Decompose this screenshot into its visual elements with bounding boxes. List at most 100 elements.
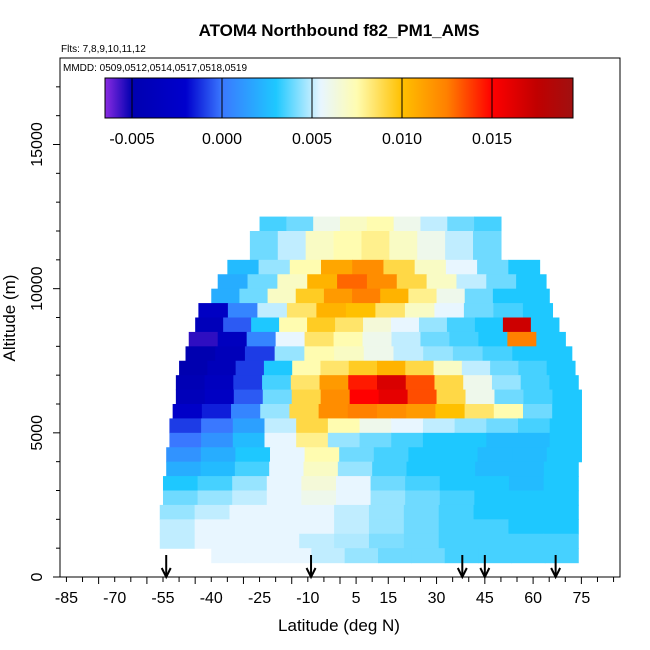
heatmap-cell bbox=[508, 519, 544, 535]
heatmap-cell bbox=[211, 288, 241, 304]
heatmap-cell bbox=[445, 259, 478, 275]
heatmap-cell bbox=[279, 317, 308, 333]
heatmap-cell bbox=[277, 231, 307, 261]
heatmap-cell bbox=[247, 274, 278, 290]
heatmap-cell bbox=[352, 259, 385, 275]
y-tick-label: 15000 bbox=[29, 122, 46, 167]
heatmap-cell bbox=[197, 490, 233, 506]
heatmap-cell bbox=[520, 375, 551, 391]
heatmap-cell bbox=[274, 346, 305, 362]
heatmap-cell bbox=[405, 476, 441, 492]
heatmap-cell bbox=[461, 360, 491, 376]
heatmap-cell bbox=[270, 447, 306, 463]
x-tick-label: 30 bbox=[428, 590, 446, 607]
heatmap-cell bbox=[204, 389, 235, 405]
heatmap-cell bbox=[452, 346, 484, 362]
heatmap-cell bbox=[246, 331, 277, 347]
heatmap-cell bbox=[446, 317, 476, 333]
x-tick-label: -55 bbox=[151, 590, 174, 607]
x-tick-label: 60 bbox=[524, 590, 542, 607]
heatmap-cell bbox=[232, 432, 266, 448]
heatmap-cell bbox=[375, 303, 406, 319]
heatmap-cell bbox=[411, 548, 446, 564]
heatmap-cell bbox=[217, 274, 249, 290]
heatmap-cell bbox=[263, 360, 293, 376]
heatmap-cell bbox=[405, 490, 441, 506]
heatmap-cell bbox=[327, 432, 361, 448]
chart-subtitle: Flts: 7,8,9,10,11,12 bbox=[61, 44, 146, 55]
heatmap-cell bbox=[370, 490, 406, 506]
colorbar-tick-label: 0.000 bbox=[202, 131, 242, 148]
heatmap-cell bbox=[436, 389, 467, 405]
heatmap-cell bbox=[543, 490, 579, 506]
heatmap-cell bbox=[323, 288, 353, 304]
heatmap-cell bbox=[403, 519, 440, 535]
heatmap-cell bbox=[313, 216, 341, 232]
heatmap-cell bbox=[335, 476, 372, 492]
heatmap-cell bbox=[175, 375, 206, 391]
heatmap-cell bbox=[516, 274, 547, 290]
heatmap-cell bbox=[464, 288, 494, 304]
heatmap-cell bbox=[405, 375, 436, 391]
heatmap-cell bbox=[264, 519, 300, 535]
heatmap-cell bbox=[549, 432, 582, 448]
x-tick-label: -25 bbox=[248, 590, 271, 607]
heatmap-cell bbox=[201, 432, 234, 448]
heatmap-cell bbox=[232, 476, 268, 492]
heatmap-cell bbox=[234, 461, 270, 477]
heatmap-cell bbox=[380, 288, 409, 304]
heatmap-cell bbox=[552, 404, 582, 420]
heatmap-cell bbox=[508, 504, 544, 520]
heatmap-cell bbox=[378, 389, 409, 405]
heatmap-cell bbox=[299, 533, 335, 549]
heatmap-cell bbox=[389, 231, 418, 261]
heatmap-cell bbox=[492, 288, 522, 304]
heatmap-cell bbox=[233, 389, 264, 405]
heatmap-cell bbox=[235, 360, 265, 376]
heatmap-cell bbox=[403, 533, 440, 549]
heatmap-cell bbox=[320, 389, 351, 405]
heatmap-cell bbox=[258, 259, 291, 275]
heatmap-cell bbox=[439, 476, 475, 492]
heatmap-cell bbox=[377, 375, 407, 391]
heatmap-cell bbox=[456, 274, 487, 290]
heatmap-cell bbox=[493, 404, 524, 420]
heatmap-cell bbox=[518, 360, 548, 376]
heatmap-cell bbox=[304, 331, 335, 347]
heatmap-cell bbox=[194, 519, 231, 535]
heatmap-cell bbox=[229, 519, 265, 535]
heatmap-cell bbox=[486, 432, 519, 448]
heatmap-cell bbox=[368, 504, 405, 520]
heatmap-cell bbox=[423, 346, 454, 362]
y-tick-label: 5000 bbox=[29, 415, 46, 451]
heatmap-cell bbox=[232, 418, 266, 434]
heatmap-cell bbox=[509, 461, 545, 477]
heatmap-cell bbox=[179, 360, 208, 376]
y-tick-label: 10000 bbox=[29, 266, 46, 311]
heatmap-cell bbox=[522, 303, 554, 319]
heatmap-cell bbox=[296, 432, 329, 448]
heatmap-cell bbox=[435, 404, 466, 420]
heatmap-cell bbox=[363, 346, 395, 362]
heatmap-cell bbox=[512, 447, 548, 463]
colorbar-tick-labels: -0.005 0.000 0.005 0.010 0.015 bbox=[109, 131, 512, 148]
heatmap-cell bbox=[408, 447, 444, 463]
heatmap-cell bbox=[215, 346, 246, 362]
heatmap-cell bbox=[530, 317, 560, 333]
heatmap-cell bbox=[465, 389, 496, 405]
heatmap-cell bbox=[543, 533, 579, 549]
heatmap-cell bbox=[295, 288, 325, 304]
heatmap-cell bbox=[474, 490, 510, 506]
heatmap-cell bbox=[262, 389, 293, 405]
heatmap-cell bbox=[198, 303, 229, 319]
heatmap-cell bbox=[405, 360, 435, 376]
heatmap-cell bbox=[438, 519, 475, 535]
heatmap-cell bbox=[420, 216, 448, 232]
heatmap-cell bbox=[474, 216, 502, 232]
heatmap-cell bbox=[359, 418, 392, 434]
heatmap-cell bbox=[316, 303, 347, 319]
heatmap-cell bbox=[339, 447, 375, 463]
heatmap-cell bbox=[438, 533, 475, 549]
heatmap-cell bbox=[286, 216, 314, 232]
heatmap-cell bbox=[244, 346, 276, 362]
